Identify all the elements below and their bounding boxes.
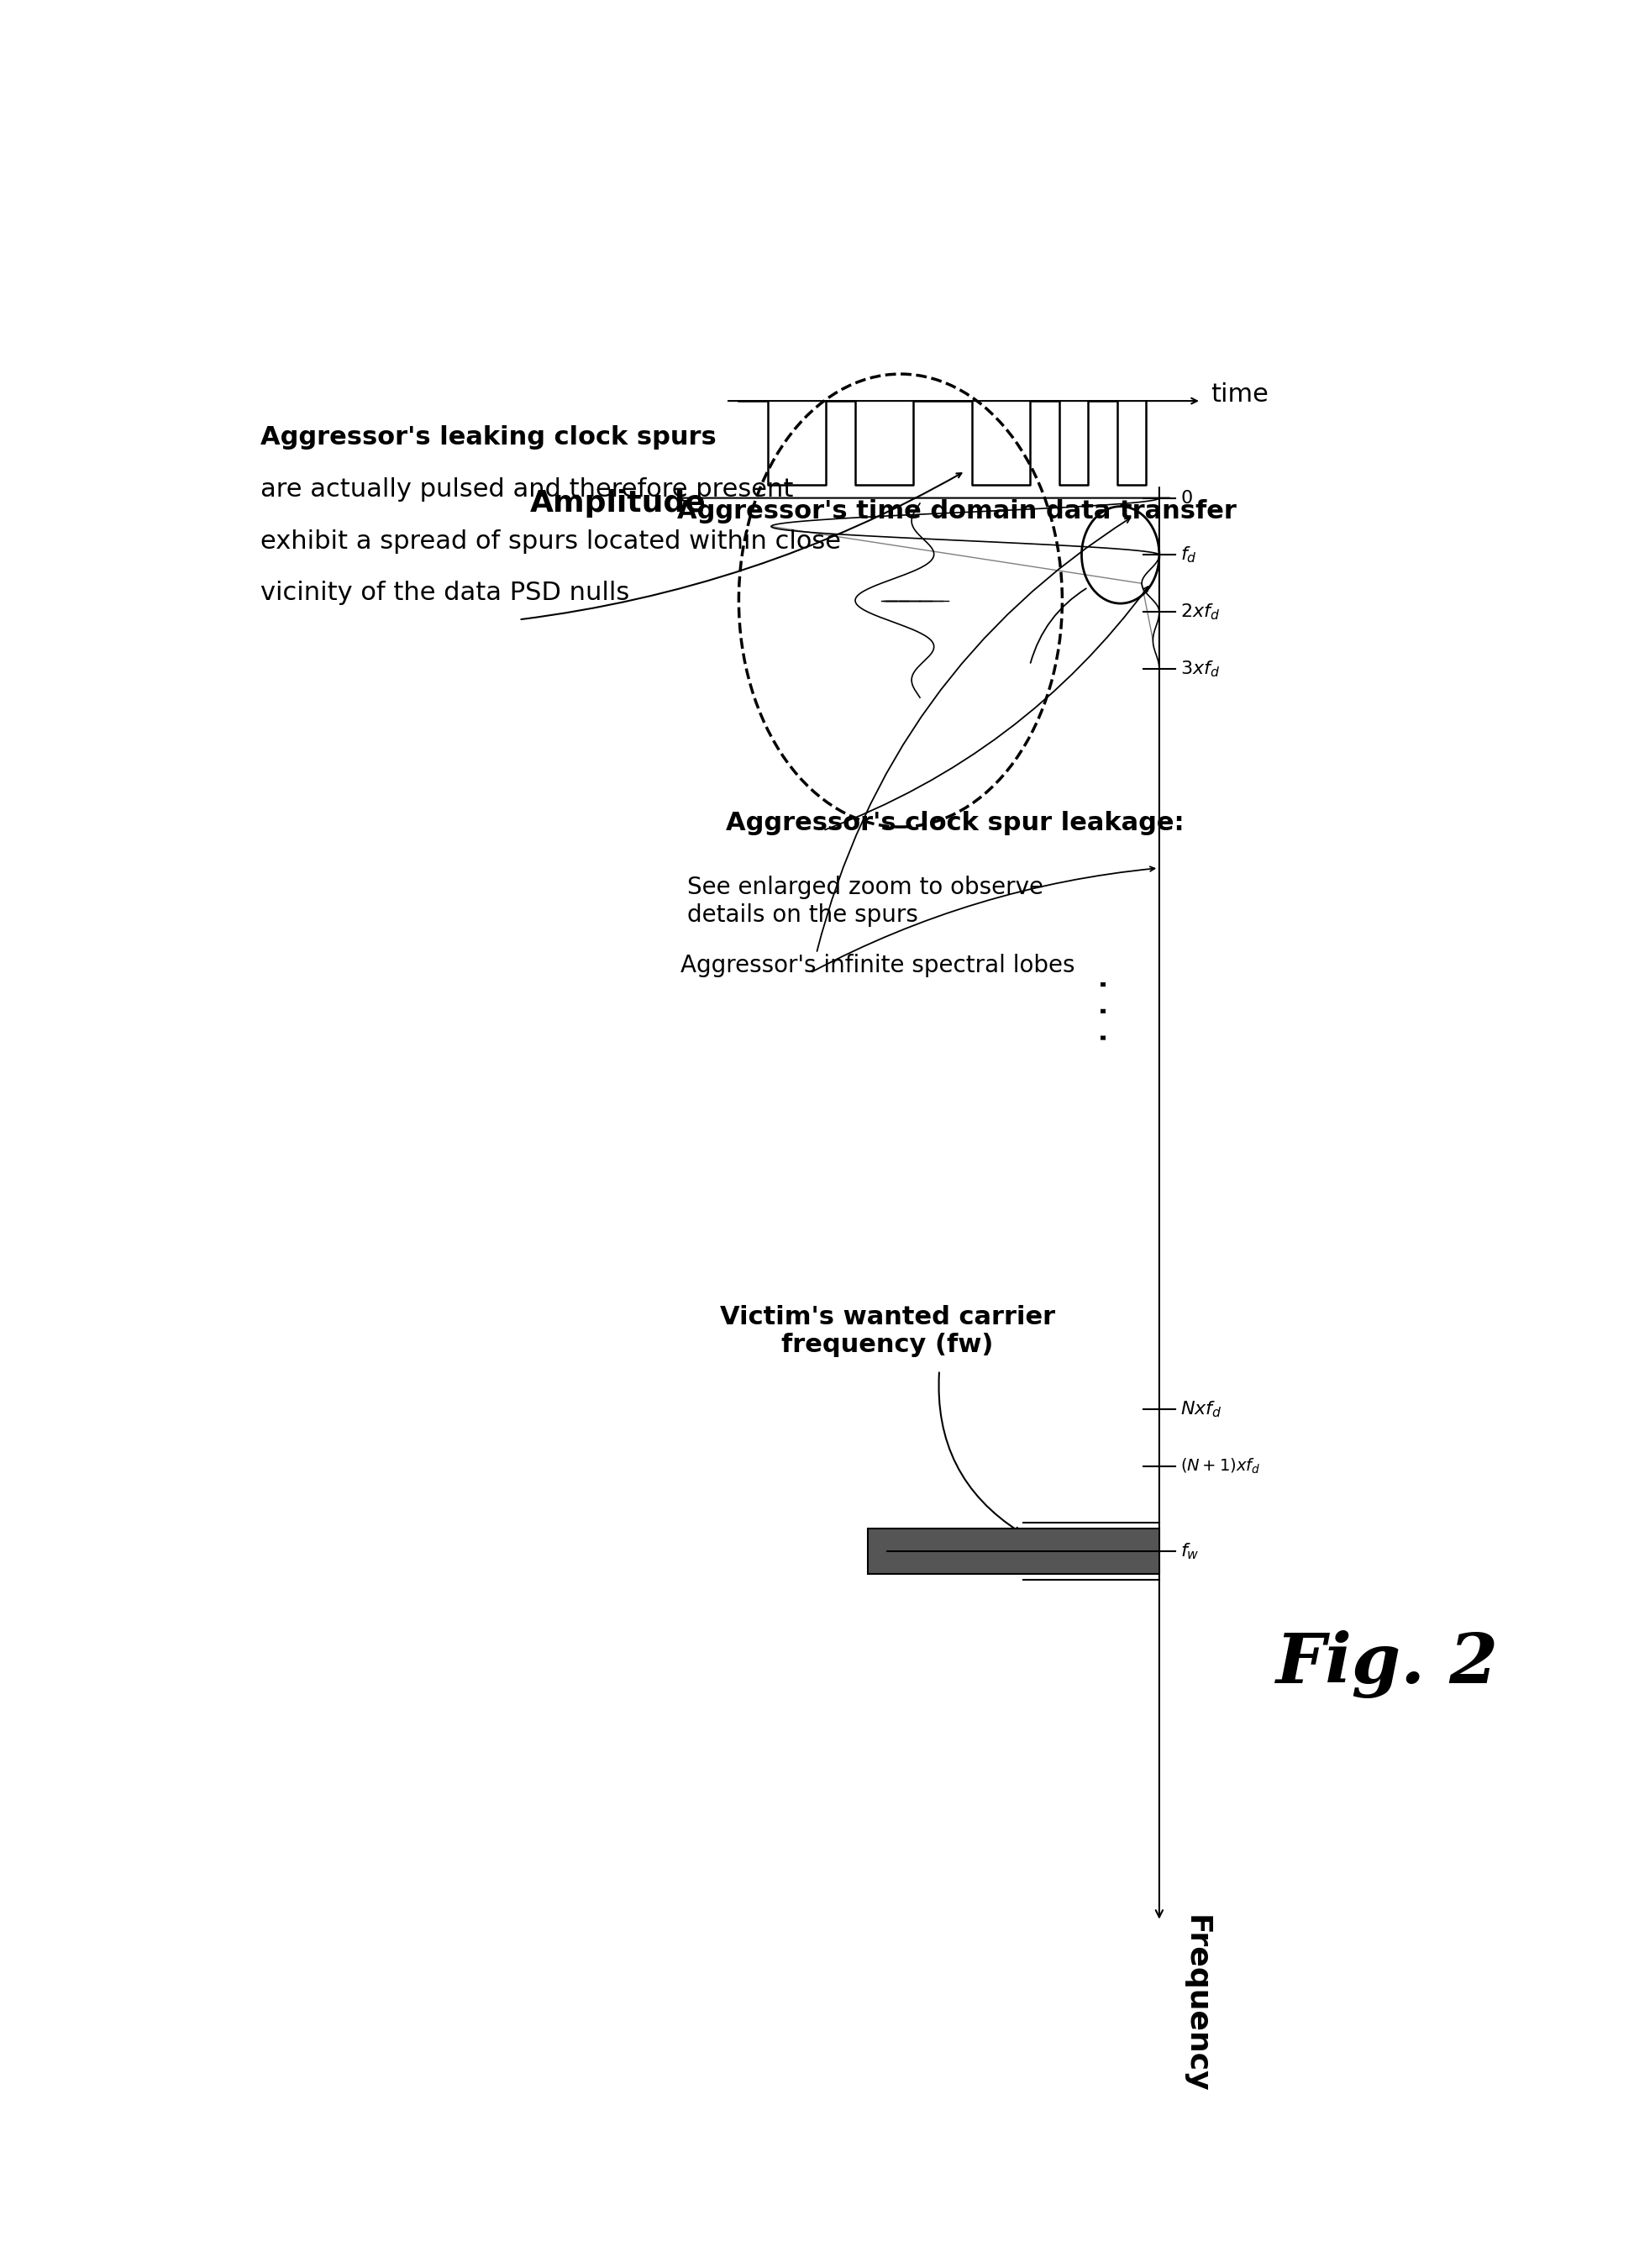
Text: Victim's wanted carrier
frequency (fw): Victim's wanted carrier frequency (fw) xyxy=(721,1304,1056,1356)
Text: are actually pulsed and therefore present: are actually pulsed and therefore presen… xyxy=(260,476,792,501)
Text: Amplitude: Amplitude xyxy=(529,490,706,517)
Text: $f_d$: $f_d$ xyxy=(1181,544,1198,565)
Text: vicinity of the data PSD nulls: vicinity of the data PSD nulls xyxy=(260,581,629,606)
Text: exhibit a spread of spurs located within close: exhibit a spread of spurs located within… xyxy=(260,528,840,553)
Text: See enlarged zoom to observe
details on the spurs: See enlarged zoom to observe details on … xyxy=(686,875,1042,928)
Text: $Nxf_d$: $Nxf_d$ xyxy=(1181,1399,1222,1420)
Text: Aggressor's time domain data transfer: Aggressor's time domain data transfer xyxy=(676,499,1237,524)
Polygon shape xyxy=(868,1529,1159,1574)
Text: time: time xyxy=(1211,383,1270,406)
Text: $2xf_d$: $2xf_d$ xyxy=(1181,601,1221,621)
Text: $f_w$: $f_w$ xyxy=(1181,1542,1199,1560)
Text: Aggressor's infinite spectral lobes: Aggressor's infinite spectral lobes xyxy=(680,953,1075,978)
Text: Aggressor's clock spur leakage:: Aggressor's clock spur leakage: xyxy=(725,812,1185,835)
Text: $3xf_d$: $3xf_d$ xyxy=(1181,660,1221,678)
Text: 0: 0 xyxy=(1181,490,1193,506)
Text: Fig. 2: Fig. 2 xyxy=(1276,1631,1498,1699)
Text: . . .: . . . xyxy=(1074,978,1114,1043)
Text: $(N+1)xf_d$: $(N+1)xf_d$ xyxy=(1181,1456,1260,1474)
Text: Frequency: Frequency xyxy=(1181,1914,1211,2093)
Text: Aggressor's leaking clock spurs: Aggressor's leaking clock spurs xyxy=(260,426,716,449)
